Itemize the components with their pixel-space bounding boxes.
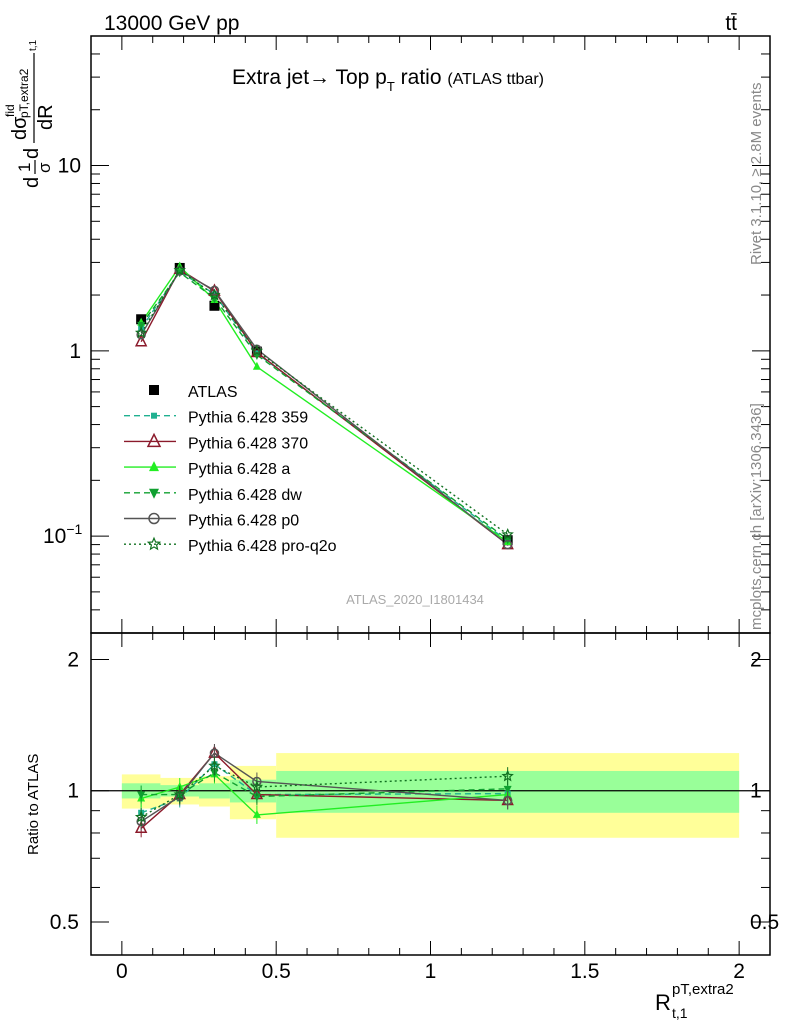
svg-text:dR: dR (35, 104, 57, 130)
legend-label-3: Pythia 6.428 dw (188, 487, 302, 504)
energy-label: 13000 GeV pp (104, 12, 239, 35)
series-point-main-4 (209, 285, 220, 296)
svg-text:d: d (21, 148, 43, 159)
series-point-main-4 (174, 266, 185, 276)
series-point-main-2 (252, 361, 261, 370)
ratio-y-tick-label: 2 (67, 648, 79, 671)
series-point-ratio-3 (137, 791, 146, 800)
series-point-main-5 (250, 344, 264, 357)
series-point-ratio-5 (173, 788, 186, 800)
series-point-main-1 (134, 334, 148, 347)
legend: ATLAS Pythia 6.428 359 Pythia 6.428 370 Pyt… (124, 384, 337, 555)
legend-marker-2 (149, 461, 159, 472)
analysis-label: ATLAS_2020_I1801434 (346, 592, 484, 607)
legend-label-4: Pythia 6.428 p0 (188, 513, 299, 530)
y-axis-label: d 1 σ d dσ fid pT,extra2 dR t,1 (3, 39, 57, 188)
series-point-ratio-2 (252, 809, 261, 818)
svg-text:dσ: dσ (9, 116, 31, 140)
series-point-main-5 (173, 263, 186, 276)
series-point-ratio-4 (502, 795, 513, 806)
legend-label-0: Pythia 6.428 359 (188, 410, 308, 427)
series-point-ratio-5 (208, 759, 221, 772)
series-point-main-5 (134, 326, 148, 339)
legend-marker-5 (146, 536, 162, 551)
series-point-ratio-5 (134, 810, 148, 823)
series-line-ratio-3 (141, 771, 508, 798)
svg-text:d: d (21, 177, 43, 188)
svg-text:R: R (655, 990, 671, 1015)
series-point-main-5 (208, 288, 221, 301)
ratio-y-tick-label: 0.5 (50, 911, 79, 934)
legend-label-2: Pythia 6.428 a (188, 461, 290, 478)
legend-marker-0 (151, 412, 157, 419)
y-tick-label: 10−1 (43, 521, 83, 548)
x-tick-label: 0 (116, 960, 128, 983)
svg-text:pT,extra2: pT,extra2 (672, 981, 734, 998)
svg-text:t,1: t,1 (672, 1005, 688, 1021)
series-point-main-4 (136, 330, 146, 340)
ratio-y-tick-label: 1 (67, 780, 79, 803)
legend-label-5: Pythia 6.428 pro-q2o (188, 538, 337, 555)
ratio-y-tick-label: 1 (750, 780, 762, 803)
legend-marker-3 (149, 488, 159, 499)
legend-label-1: Pythia 6.428 370 (188, 435, 308, 452)
series-point-ratio-5 (250, 780, 264, 793)
process-label: tt̄ (725, 12, 737, 35)
series-point-ratio-3 (503, 785, 512, 794)
x-tick-label: 2 (733, 960, 745, 983)
ratio-y-axis-label: Ratio to ATLAS (25, 754, 42, 855)
rivet-label: Rivet 3.1.10, ≥ 2.8M events (748, 83, 765, 266)
x-tick-label: 1 (425, 960, 437, 983)
series-point-main-3 (137, 321, 146, 330)
series-line-ratio-5 (140, 765, 508, 818)
svg-text:σ: σ (35, 162, 54, 173)
svg-text:pT,extra2: pT,extra2 (17, 68, 31, 118)
svg-text:1: 1 (15, 163, 34, 172)
series-point-ratio-3 (252, 793, 261, 802)
legend-label-atlas: ATLAS (188, 384, 238, 401)
series-point-main-4 (502, 539, 513, 550)
y-tick-label: 1 (69, 340, 81, 363)
x-axis-label: R pT,extra2 t,1 (655, 981, 734, 1021)
svg-text:fid: fid (3, 104, 17, 117)
legend-marker-1 (146, 432, 162, 448)
series-point-ratio-5 (501, 769, 514, 782)
mcplots-label: mcplots.cern.ch [arXiv:1306.3436] (748, 403, 765, 630)
axis-ticks: 0 0.5 1 1.5 2 1 10 10−1 0.5 0.5 1 1 2 2 (43, 35, 779, 983)
x-tick-label: 0.5 (262, 960, 291, 983)
y-tick-label: 10 (58, 155, 81, 178)
series-point-main-5 (501, 527, 514, 540)
legend-marker-atlas (149, 385, 159, 395)
svg-text:t,1: t,1 (28, 39, 39, 51)
legend-marker-4 (148, 512, 160, 525)
atlas-point (209, 300, 220, 311)
x-tick-label: 1.5 (570, 960, 599, 983)
ratio-y-tick-label: 2 (750, 648, 762, 671)
series-markers (134, 261, 514, 838)
ratio-y-tick-label: 0.5 (750, 911, 779, 934)
plot-title: Extra jet→ Top pT ratio (ATLAS ttbar) (232, 66, 544, 94)
series-point-ratio-1 (134, 820, 148, 834)
